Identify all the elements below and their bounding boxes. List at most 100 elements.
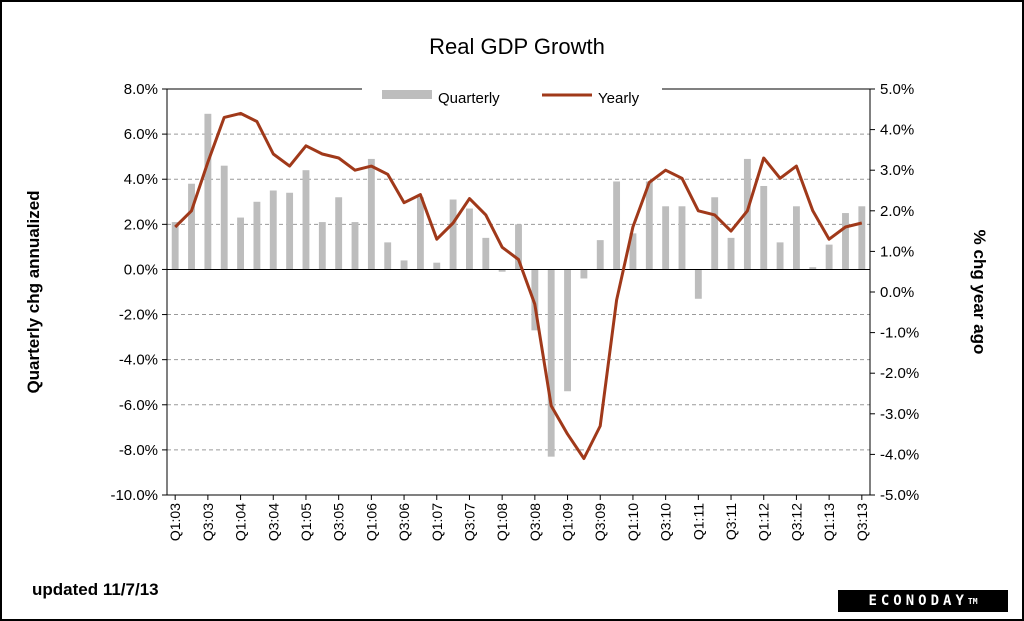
right-tick-label: -2.0% — [880, 365, 919, 382]
quarterly-bar — [204, 113, 212, 270]
updated-note: updated 11/7/13 — [32, 580, 159, 599]
quarterly-bar — [613, 181, 621, 270]
quarterly-bar — [351, 222, 359, 270]
quarterly-bar — [433, 262, 441, 270]
quarterly-bar — [727, 237, 735, 270]
quarterly-bar — [580, 269, 588, 279]
quarterly-bar — [678, 206, 686, 270]
x-tick-label: Q3:13 — [854, 503, 870, 541]
x-tick-label: Q3:11 — [723, 503, 739, 540]
x-tick-label: Q1:05 — [298, 503, 314, 541]
left-tick-label: 8.0% — [124, 81, 158, 98]
x-tick-label: Q3:07 — [461, 503, 477, 541]
legend-swatch-quarterly — [382, 90, 432, 99]
x-tick-label: Q3:08 — [527, 503, 543, 541]
right-tick-label: 3.0% — [880, 162, 914, 179]
quarterly-bar — [302, 170, 310, 270]
quarterly-bar — [694, 269, 702, 299]
right-tick-label: -3.0% — [880, 406, 919, 423]
right-tick-label: -5.0% — [880, 487, 919, 504]
right-axis-label: % chg year ago — [970, 230, 989, 355]
x-tick-label: Q1:06 — [363, 503, 379, 541]
left-tick-label: -6.0% — [119, 397, 158, 414]
right-tick-label: 0.0% — [880, 284, 914, 301]
quarterly-bar — [367, 158, 375, 270]
x-tick-label: Q3:04 — [265, 503, 281, 541]
quarterly-bar — [384, 242, 392, 270]
quarterly-bar — [466, 208, 473, 270]
quarterly-bar — [711, 197, 719, 270]
quarterly-bar — [776, 242, 784, 270]
quarterly-bar — [645, 181, 653, 270]
quarterly-bar — [596, 240, 604, 270]
chart-title: Real GDP Growth — [429, 34, 605, 59]
left-tick-label: -4.0% — [119, 352, 158, 369]
x-tick-label: Q1:13 — [821, 503, 837, 541]
x-tick-label: Q1:07 — [429, 503, 445, 541]
quarterly-bar — [318, 222, 326, 270]
logo-text: ECONODAY — [868, 593, 968, 609]
quarterly-bar — [743, 158, 751, 270]
x-tick-label: Q1:04 — [233, 503, 249, 541]
legend-label-quarterly: Quarterly — [438, 90, 500, 107]
left-tick-label: 4.0% — [124, 171, 158, 188]
legend: Quarterly Yearly — [362, 76, 662, 107]
left-tick-label: -2.0% — [119, 307, 158, 324]
quarterly-bar — [253, 201, 261, 270]
quarterly-bar — [515, 224, 522, 270]
quarterly-bar — [792, 206, 800, 270]
x-tick-label: Q3:10 — [658, 503, 674, 541]
quarterly-bar — [171, 222, 179, 270]
quarterly-bar — [286, 192, 294, 270]
x-tick-label: Q1:03 — [167, 503, 183, 541]
quarterly-bar — [188, 183, 195, 270]
quarterly-bar — [498, 269, 506, 272]
x-tick-label: Q1:12 — [756, 503, 772, 541]
left-tick-label: -8.0% — [119, 442, 158, 459]
yearly-line — [174, 111, 863, 460]
left-tick-label: 0.0% — [124, 261, 158, 278]
x-tick-label: Q3:09 — [592, 503, 608, 541]
right-tick-label: 5.0% — [880, 81, 914, 98]
legend-label-yearly: Yearly — [598, 90, 640, 107]
quarterly-bar — [809, 267, 817, 270]
x-tick-label: Q1:11 — [690, 503, 706, 540]
quarterly-bar — [416, 197, 424, 270]
quarterly-bar — [858, 206, 866, 270]
quarterly-bar — [482, 237, 490, 270]
left-axis-label: Quarterly chg annualized — [24, 190, 43, 393]
left-axis-ticks: 8.0% 6.0% 4.0% 2.0% 0.0% -2.0% -4.0% -6.0% -8.0%… — [110, 81, 167, 504]
right-axis-ticks: 5.0% 4.0% 3.0% 2.0% 1.0% 0.0% -1.0% -2.0% -3.0% -… — [870, 81, 919, 504]
quarterly-bar — [335, 197, 343, 270]
left-tick-label: 2.0% — [124, 216, 158, 233]
quarterly-bar — [400, 260, 408, 270]
quarterly-bar — [564, 269, 571, 392]
right-tick-label: 2.0% — [880, 203, 914, 220]
quarterly-bar — [449, 199, 457, 270]
quarterly-bar — [842, 213, 849, 270]
quarterly-bar — [531, 269, 539, 331]
quarterly-bar — [269, 190, 277, 270]
x-axis-ticks: Q1:03 Q3:03 Q1:04 Q3:04 Q1:05 Q3:05 Q1:06 Q3:06… — [167, 495, 870, 541]
quarterly-bar — [237, 217, 245, 270]
quarterly-bar — [220, 165, 228, 270]
left-tick-label: -10.0% — [110, 487, 158, 504]
logo-trademark: TM — [967, 596, 978, 606]
quarterly-bar — [825, 244, 833, 270]
quarterly-bars — [171, 113, 866, 457]
quarterly-bar — [629, 233, 637, 270]
econoday-logo: ECONODAY TM — [838, 590, 1008, 612]
x-tick-label: Q3:06 — [396, 503, 412, 541]
right-tick-label: -1.0% — [880, 325, 919, 342]
quarterly-bar — [760, 185, 768, 270]
quarterly-bar — [662, 206, 670, 270]
x-tick-label: Q1:08 — [494, 503, 510, 541]
right-tick-label: 4.0% — [880, 122, 914, 139]
x-tick-label: Q1:10 — [625, 503, 641, 541]
right-tick-label: 1.0% — [880, 243, 914, 260]
x-tick-label: Q3:05 — [331, 503, 347, 541]
left-tick-label: 6.0% — [124, 126, 158, 143]
x-tick-label: Q3:03 — [200, 503, 216, 541]
